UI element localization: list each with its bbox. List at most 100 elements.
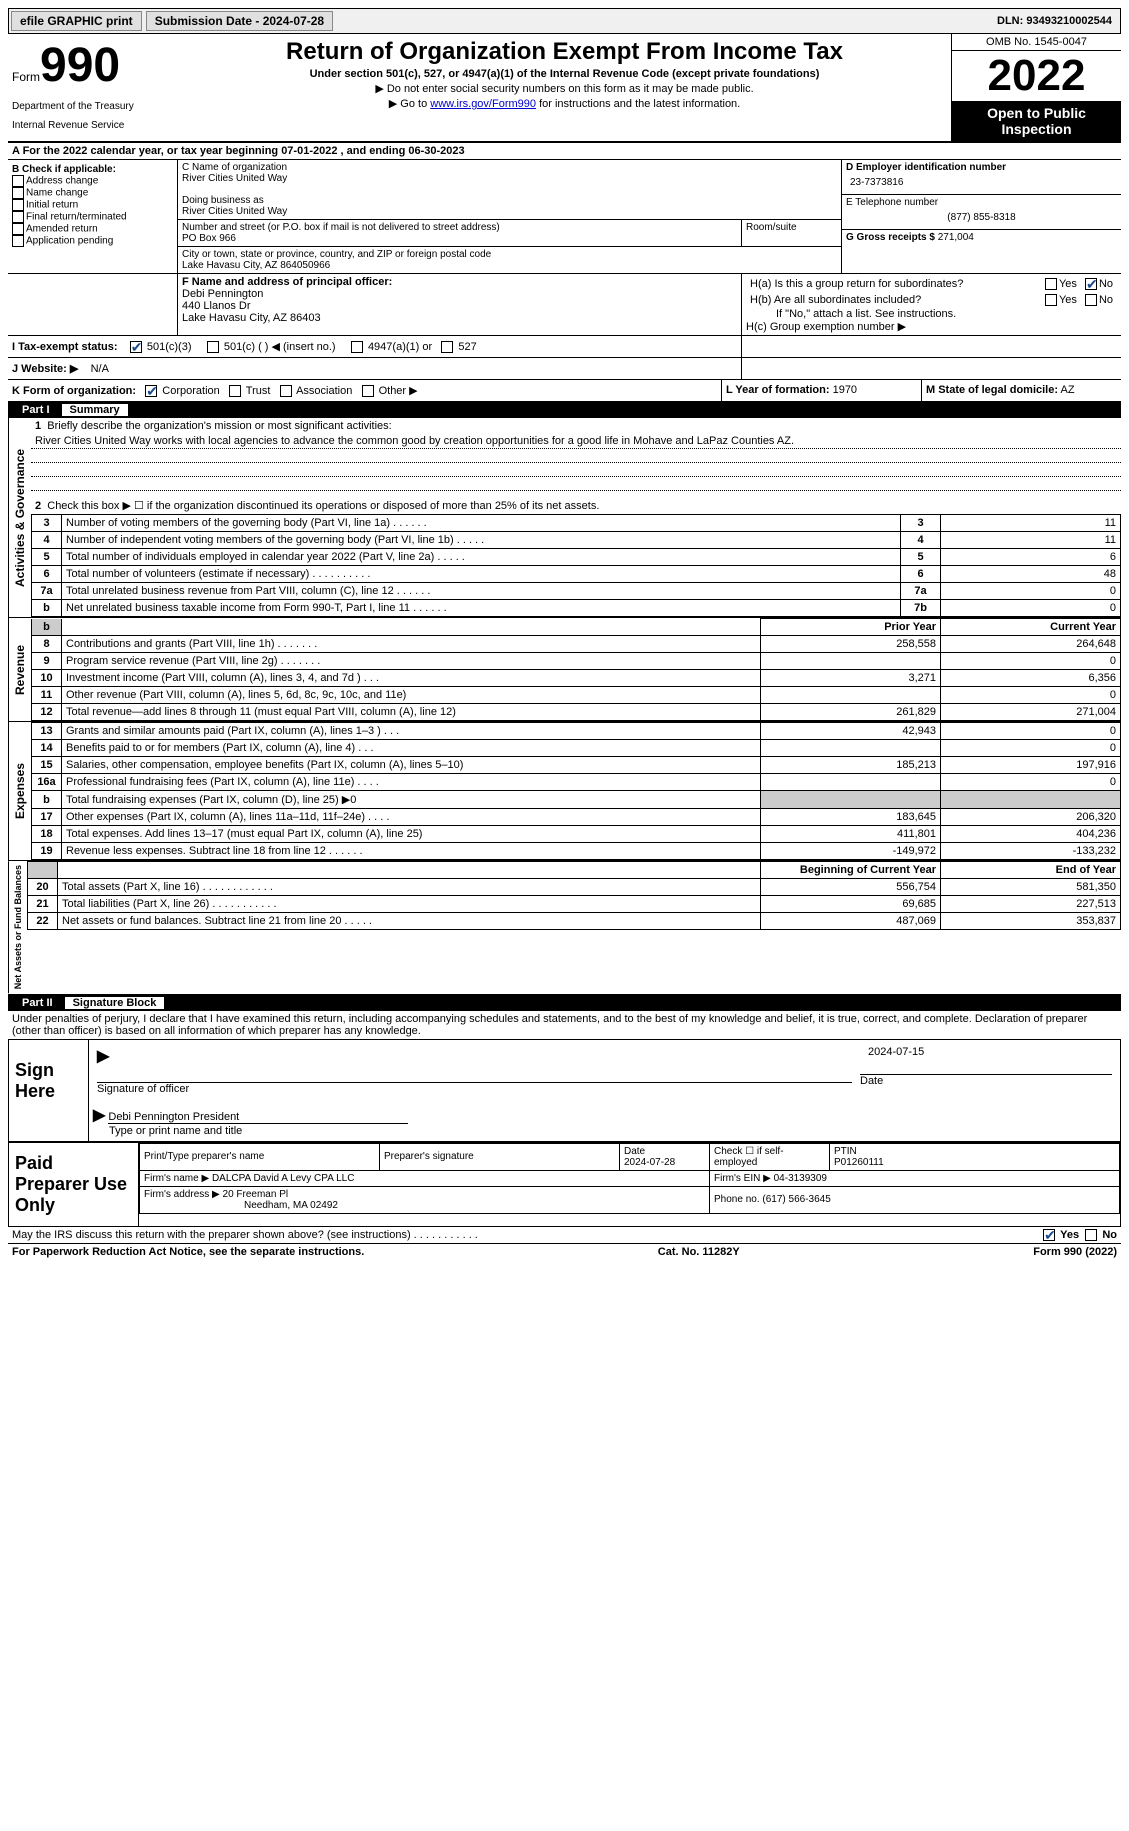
officer-addr2: Lake Havasu City, AZ 86403 <box>182 312 737 324</box>
table-row: bNet unrelated business taxable income f… <box>32 600 1121 617</box>
dept-treasury: Department of the Treasury <box>12 101 174 112</box>
section-f-h: F Name and address of principal officer:… <box>8 274 1121 336</box>
dba-label: Doing business as <box>182 195 837 206</box>
table-row: 15Salaries, other compensation, employee… <box>32 757 1121 774</box>
form-word: Form <box>12 70 40 84</box>
section-k-l-m: K Form of organization: Corporation Trus… <box>8 380 1121 402</box>
cb-other[interactable]: Other ▶ <box>362 385 418 397</box>
mission-text: River Cities United Way works with local… <box>31 434 1121 449</box>
box-b-title: B Check if applicable: <box>12 164 173 175</box>
paid-preparer-block: Paid Preparer Use Only Print/Type prepar… <box>8 1142 1121 1227</box>
cb-application-pending[interactable]: Application pending <box>12 235 173 247</box>
table-row: 19Revenue less expenses. Subtract line 1… <box>32 843 1121 860</box>
part2-bar: Part II Signature Block <box>8 995 1121 1011</box>
box-f-label: F Name and address of principal officer: <box>182 276 737 288</box>
table-row: 13Grants and similar amounts paid (Part … <box>32 723 1121 740</box>
cb-initial-return[interactable]: Initial return <box>12 199 173 211</box>
name-title-label: Type or print name and title <box>93 1125 1116 1137</box>
form-title: Return of Organization Exempt From Incom… <box>182 38 947 66</box>
box-hb-label: H(b) Are all subordinates included? <box>746 292 1041 308</box>
expenses-table: 13Grants and similar amounts paid (Part … <box>31 722 1121 860</box>
cb-trust[interactable]: Trust <box>229 385 271 397</box>
sign-here-block: Sign Here ▶Signature of officer 2024-07-… <box>8 1039 1121 1142</box>
omb-number: OMB No. 1545-0047 <box>952 34 1121 51</box>
ha-no[interactable]: No <box>1081 276 1117 292</box>
sig-date: 2024-07-15 <box>860 1046 1112 1058</box>
table-row: 17Other expenses (Part IX, column (A), l… <box>32 809 1121 826</box>
officer-name-title: Debi Pennington President <box>108 1111 408 1124</box>
side-netassets: Net Assets or Fund Balances <box>8 861 27 993</box>
discuss-question: May the IRS discuss this return with the… <box>12 1229 1043 1241</box>
form-number: 990 <box>40 39 120 92</box>
firm-name: DALCPA David A Levy CPA LLC <box>212 1173 354 1184</box>
table-row: 22Net assets or fund balances. Subtract … <box>28 913 1121 930</box>
cb-501c[interactable]: 501(c) ( ) ◀ (insert no.) <box>207 341 336 353</box>
cb-527[interactable]: 527 <box>441 341 476 353</box>
cb-501c3[interactable]: 501(c)(3) <box>130 341 192 353</box>
mission-blank-3 <box>31 477 1121 491</box>
box-k-label: K Form of organization: <box>12 385 136 397</box>
tax-year: 2022 <box>952 51 1121 101</box>
box-e-label: E Telephone number <box>846 197 1117 208</box>
dba-name: River Cities United Way <box>182 206 837 217</box>
self-employed-check[interactable]: Check ☐ if self-employed <box>710 1143 830 1170</box>
table-row: 21Total liabilities (Part X, line 26) . … <box>28 896 1121 913</box>
section-b-to-g: B Check if applicable: Address change Na… <box>8 160 1121 274</box>
page-footer: For Paperwork Reduction Act Notice, see … <box>8 1244 1121 1260</box>
cb-corporation[interactable]: Corporation <box>145 385 220 397</box>
cb-address-change[interactable]: Address change <box>12 175 173 187</box>
paid-preparer-label: Paid Preparer Use Only <box>9 1143 139 1226</box>
city-value: Lake Havasu City, AZ 864050966 <box>182 260 837 271</box>
ha-yes[interactable]: Yes <box>1041 276 1081 292</box>
table-row: 4Number of independent voting members of… <box>32 532 1121 549</box>
box-d-label: D Employer identification number <box>846 162 1117 173</box>
public-inspection: Open to Public Inspection <box>952 101 1121 141</box>
gross-receipts: 271,004 <box>938 232 974 243</box>
firm-addr2: Needham, MA 02492 <box>144 1200 338 1211</box>
hb-yes[interactable]: Yes <box>1041 292 1081 308</box>
cb-association[interactable]: Association <box>280 385 353 397</box>
side-expenses: Expenses <box>8 722 31 860</box>
cb-4947[interactable]: 4947(a)(1) or <box>351 341 432 353</box>
box-hc-label: H(c) Group exemption number ▶ <box>746 320 1117 333</box>
box-ha-label: H(a) Is this a group return for subordin… <box>746 276 1041 292</box>
hb-no[interactable]: No <box>1081 292 1117 308</box>
submission-date-label: Submission Date - 2024-07-28 <box>146 11 333 31</box>
table-row: 20Total assets (Part X, line 16) . . . .… <box>28 879 1121 896</box>
website-value: N/A <box>91 363 109 375</box>
officer-name: Debi Pennington <box>182 288 737 300</box>
box-hb-note: If "No," attach a list. See instructions… <box>746 308 1117 320</box>
footer-left: For Paperwork Reduction Act Notice, see … <box>12 1246 364 1258</box>
table-row: 6Total number of volunteers (estimate if… <box>32 566 1121 583</box>
box-j-label: J Website: ▶ <box>12 363 78 375</box>
date-label: Date <box>860 1075 1112 1087</box>
footer-right: Form 990 (2022) <box>1033 1246 1117 1258</box>
table-row: 3Number of voting members of the governi… <box>32 515 1121 532</box>
sign-here-label: Sign Here <box>9 1040 89 1141</box>
section-i: I Tax-exempt status: 501(c)(3) 501(c) ( … <box>8 336 1121 358</box>
irs-link[interactable]: www.irs.gov/Form990 <box>430 98 536 110</box>
discuss-row: May the IRS discuss this return with the… <box>8 1227 1121 1244</box>
dln-label: DLN: 93493210002544 <box>991 13 1118 29</box>
efile-print-button[interactable]: efile GRAPHIC print <box>11 11 142 31</box>
side-revenue: Revenue <box>8 618 31 721</box>
governance-table: 3Number of voting members of the governi… <box>31 514 1121 617</box>
mission-blank-2 <box>31 463 1121 477</box>
officer-addr1: 440 Llanos Dr <box>182 300 737 312</box>
table-row: 11Other revenue (Part VIII, column (A), … <box>32 687 1121 704</box>
state-domicile: AZ <box>1060 384 1074 396</box>
discuss-yes[interactable]: Yes <box>1043 1229 1079 1241</box>
irs-label: Internal Revenue Service <box>12 120 174 131</box>
cb-final-return[interactable]: Final return/terminated <box>12 211 173 223</box>
firm-ein: 04-3139309 <box>774 1173 827 1184</box>
form-header: Form990 Department of the Treasury Inter… <box>8 34 1121 143</box>
part1-bar: Part I Summary <box>8 402 1121 418</box>
firm-phone: (617) 566-3645 <box>762 1194 830 1205</box>
year-formation: 1970 <box>833 384 857 396</box>
room-suite-label: Room/suite <box>741 220 841 246</box>
cb-amended-return[interactable]: Amended return <box>12 223 173 235</box>
declaration-text: Under penalties of perjury, I declare th… <box>8 1011 1121 1039</box>
cb-name-change[interactable]: Name change <box>12 187 173 199</box>
table-row: 5Total number of individuals employed in… <box>32 549 1121 566</box>
discuss-no[interactable]: No <box>1085 1229 1117 1241</box>
